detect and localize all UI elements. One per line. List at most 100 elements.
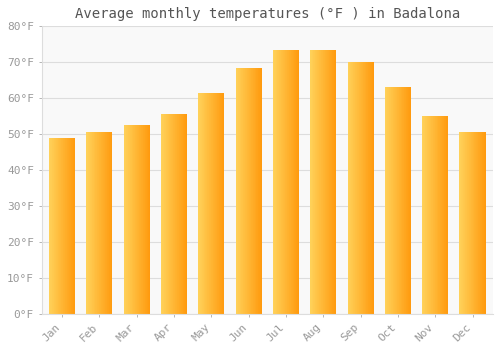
Bar [368, 62, 369, 314]
Bar [217, 93, 218, 314]
Bar [54, 138, 55, 314]
Bar [129, 125, 130, 314]
Bar [95, 132, 96, 314]
Bar [476, 132, 477, 314]
Bar [282, 50, 284, 314]
Bar [385, 88, 386, 314]
Bar [276, 50, 277, 314]
Bar [185, 114, 186, 314]
Bar [408, 88, 409, 314]
Bar [136, 125, 138, 314]
Bar [404, 88, 405, 314]
Bar [279, 50, 280, 314]
Bar [332, 50, 333, 314]
Bar [216, 93, 217, 314]
Bar [326, 50, 327, 314]
Bar [473, 132, 474, 314]
Bar [132, 125, 133, 314]
Bar [485, 132, 486, 314]
Bar [424, 116, 425, 314]
Bar [358, 62, 360, 314]
Bar [106, 132, 108, 314]
Bar [163, 114, 164, 314]
Bar [277, 50, 278, 314]
Bar [169, 114, 170, 314]
Bar [472, 132, 473, 314]
Bar [202, 93, 203, 314]
Bar [146, 125, 147, 314]
Bar [363, 62, 364, 314]
Bar [130, 125, 131, 314]
Bar [294, 50, 295, 314]
Bar [298, 50, 299, 314]
Bar [350, 62, 351, 314]
Bar [242, 68, 243, 314]
Bar [403, 88, 404, 314]
Bar [471, 132, 472, 314]
Bar [387, 88, 388, 314]
Bar [206, 93, 207, 314]
Bar [274, 50, 275, 314]
Bar [110, 132, 111, 314]
Bar [50, 138, 51, 314]
Bar [325, 50, 326, 314]
Bar [470, 132, 471, 314]
Bar [241, 68, 242, 314]
Bar [100, 132, 102, 314]
Bar [102, 132, 104, 314]
Bar [205, 93, 206, 314]
Bar [210, 93, 212, 314]
Bar [434, 116, 435, 314]
Bar [297, 50, 298, 314]
Bar [388, 88, 389, 314]
Bar [407, 88, 408, 314]
Bar [218, 93, 219, 314]
Bar [74, 138, 75, 314]
Bar [366, 62, 367, 314]
Bar [240, 68, 241, 314]
Bar [140, 125, 141, 314]
Bar [335, 50, 336, 314]
Bar [461, 132, 462, 314]
Bar [351, 62, 352, 314]
Bar [315, 50, 316, 314]
Bar [170, 114, 171, 314]
Bar [111, 132, 112, 314]
Bar [349, 62, 350, 314]
Bar [365, 62, 366, 314]
Bar [386, 88, 387, 314]
Bar [292, 50, 293, 314]
Bar [248, 68, 250, 314]
Bar [435, 116, 436, 314]
Bar [73, 138, 74, 314]
Bar [398, 88, 399, 314]
Bar [438, 116, 439, 314]
Bar [334, 50, 335, 314]
Bar [353, 62, 354, 314]
Bar [291, 50, 292, 314]
Bar [208, 93, 210, 314]
Bar [89, 132, 90, 314]
Bar [482, 132, 483, 314]
Bar [171, 114, 172, 314]
Bar [52, 138, 53, 314]
Bar [201, 93, 202, 314]
Bar [466, 132, 468, 314]
Bar [199, 93, 200, 314]
Bar [56, 138, 57, 314]
Bar [320, 50, 322, 314]
Bar [180, 114, 181, 314]
Bar [135, 125, 136, 314]
Bar [445, 116, 446, 314]
Bar [92, 132, 93, 314]
Bar [257, 68, 258, 314]
Bar [222, 93, 223, 314]
Bar [370, 62, 371, 314]
Bar [261, 68, 262, 314]
Bar [104, 132, 106, 314]
Bar [479, 132, 480, 314]
Bar [239, 68, 240, 314]
Bar [87, 132, 88, 314]
Bar [93, 132, 94, 314]
Bar [237, 68, 238, 314]
